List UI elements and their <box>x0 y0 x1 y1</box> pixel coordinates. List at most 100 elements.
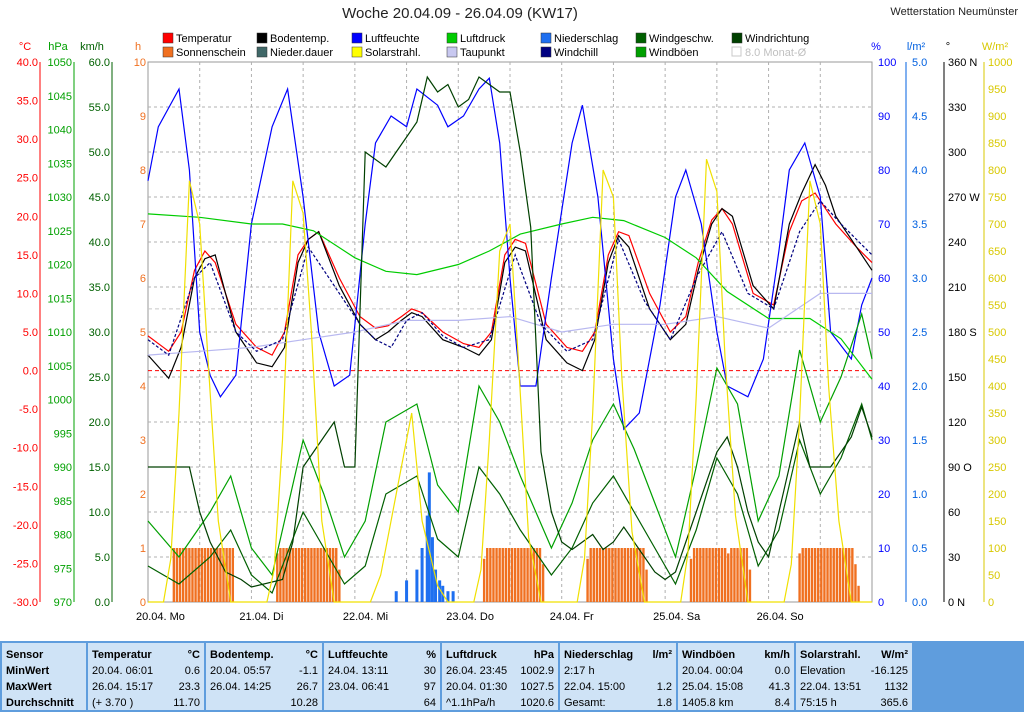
stats-cell-label: 75:15 h <box>800 697 837 709</box>
sunshine-bar <box>620 548 623 602</box>
sunshine-bar <box>623 548 627 602</box>
stats-cell-value: 0.0 <box>774 665 790 677</box>
sunshine-bar <box>331 548 335 602</box>
sunshine-bar <box>841 548 845 602</box>
axis-tick-press: 1030 <box>48 192 72 204</box>
chart-title: Woche 20.04.09 - 26.04.09 (KW17) <box>342 5 578 22</box>
sunshine-bar <box>857 585 860 602</box>
axis-tick-humidity: 20 <box>878 489 890 501</box>
axis-tick-press: 1010 <box>48 327 72 339</box>
axis-tick-solar: 600 <box>988 273 1006 285</box>
axis-tick-rain: 3.0 <box>912 273 927 285</box>
axis-tick-wind: 40.0 <box>89 237 110 249</box>
stats-cell-label: 25.04. 15:08 <box>682 681 744 693</box>
rain-bar <box>451 591 455 602</box>
sunshine-bar <box>702 548 705 602</box>
stats-column-unit: % <box>426 649 436 661</box>
axis-tick-rain: 3.5 <box>912 219 927 231</box>
axis-tick-hours: 0 <box>140 597 146 609</box>
axis-tick-press: 995 <box>54 428 72 440</box>
axis-tick-wind: 45.0 <box>89 192 110 204</box>
axis-tick-temp: 35.0 <box>17 96 38 108</box>
sunshine-bar <box>541 564 545 602</box>
sunshine-bar <box>851 548 854 602</box>
axis-tick-press: 990 <box>54 462 72 474</box>
axis-tick-hours: 2 <box>140 489 146 501</box>
sunshine-bar <box>835 548 839 602</box>
stats-cell-value: 23.3 <box>178 681 200 693</box>
sunshine-bar <box>482 558 486 602</box>
stats-cell-value: 8.4 <box>774 697 790 709</box>
axis-tick-hours: 8 <box>140 165 146 177</box>
rain-bar <box>430 537 434 602</box>
stats-cell-label: (+ 3.70 ) <box>92 697 134 709</box>
axis-tick-solar: 150 <box>988 516 1006 528</box>
sunshine-bar <box>692 548 696 602</box>
axis-tick-hours: 6 <box>140 273 146 285</box>
series-line-luftfeuchte <box>147 76 873 431</box>
axis-tick-temp: -25.0 <box>13 558 38 570</box>
axis-tick-humidity: 60 <box>878 273 890 285</box>
stats-cell-label: 2:17 h <box>564 665 595 677</box>
stats-cell-label: 20.04. 01:30 <box>446 681 508 693</box>
sunshine-bar <box>589 548 592 602</box>
sunshine-bar <box>848 548 851 602</box>
legend-swatch <box>731 32 743 44</box>
axis-tick-temp: -5.0 <box>19 404 38 416</box>
sunshine-bar <box>517 548 520 602</box>
sunshine-bar <box>723 548 727 602</box>
sunshine-bar <box>720 548 724 602</box>
sunshine-bar <box>604 548 608 602</box>
legend-swatch <box>635 46 647 58</box>
sunshine-bar <box>745 548 749 602</box>
sunshine-bar <box>294 548 298 602</box>
series-line-luftdruck <box>147 213 873 380</box>
stats-cell-value: 11.70 <box>173 697 200 709</box>
series-line-solarstrahl- <box>148 159 872 603</box>
axis-unit-rain: l/m² <box>907 41 926 53</box>
axis-tick-hours: 3 <box>140 435 146 447</box>
stats-column-unit: km/h <box>764 649 790 661</box>
sunshine-bar <box>498 548 501 602</box>
sunshine-bar <box>608 548 611 602</box>
sunshine-bar <box>228 548 231 602</box>
axis-tick-temp: 5.0 <box>23 327 38 339</box>
stats-row-label: Durchschnitt <box>6 697 74 709</box>
sunshine-bar <box>736 548 739 602</box>
sunshine-bar <box>523 548 526 602</box>
stats-column-name: Niederschlag <box>564 649 634 661</box>
legend-swatch <box>446 46 458 58</box>
sunshine-bar <box>832 548 835 602</box>
sunshine-bar <box>279 548 282 602</box>
sunshine-bar <box>705 548 708 602</box>
sunshine-bar <box>504 548 508 602</box>
sunshine-bar <box>813 548 817 602</box>
sunshine-bar <box>801 548 804 602</box>
rain-bar <box>425 515 429 602</box>
axis-tick-solar: 900 <box>988 111 1006 123</box>
stats-cell-label: 20.04. 00:04 <box>682 665 744 677</box>
axis-tick-press: 1040 <box>48 125 72 137</box>
legend-label: Bodentemp. <box>270 33 329 45</box>
stats-cell-label: 26.04. 14:25 <box>210 681 272 693</box>
stats-cell-value: 0.6 <box>184 665 200 677</box>
axis-tick-direction: 120 <box>948 417 966 429</box>
axis-tick-wind: 0.0 <box>95 597 110 609</box>
rain-bar <box>446 591 450 602</box>
axis-tick-press: 1005 <box>48 361 72 373</box>
station-name: Wetterstation Neumünster <box>890 6 1018 18</box>
x-tick-label: 22.04. Mi <box>343 611 388 623</box>
sunshine-bar <box>209 548 213 602</box>
stats-cell-value: 30 <box>423 665 436 677</box>
axis-tick-solar: 550 <box>988 300 1006 312</box>
stats-column-name: Luftfeuchte <box>328 649 388 661</box>
sunshine-bar <box>817 548 820 602</box>
axis-tick-direction: 240 <box>948 237 966 249</box>
stats-column-0: Temperatur °C 20.04. 06:01 0.6 26.04. 15:17 2… <box>88 643 204 710</box>
rain-bar <box>438 580 442 602</box>
legend-label: Temperatur <box>176 33 232 45</box>
sunshine-bar <box>495 548 498 602</box>
stats-cell-value: 1.8 <box>656 697 672 709</box>
stats-column-6: Solarstrahl. W/m² Elevation -16.125 22.04. 1… <box>796 643 912 710</box>
stats-column-unit: W/m² <box>881 649 908 661</box>
